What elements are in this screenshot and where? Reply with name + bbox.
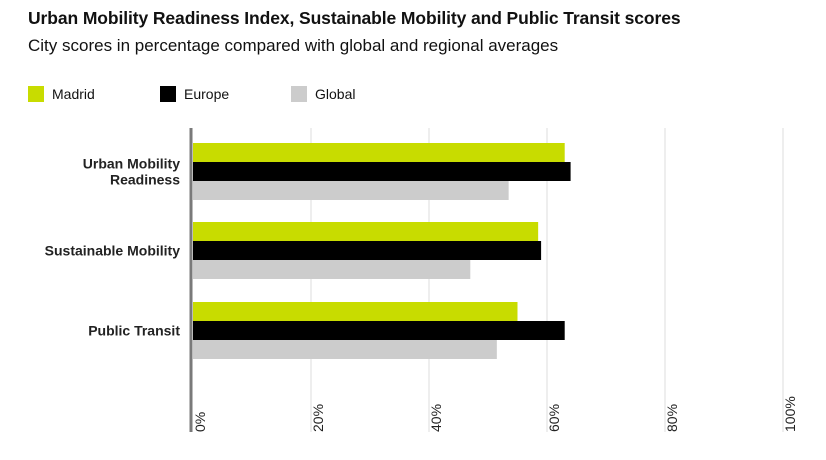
legend-label-madrid: Madrid — [52, 86, 95, 102]
legend-item-madrid: Madrid — [28, 86, 95, 102]
bar-madrid-0 — [193, 143, 565, 162]
bar-europe-1 — [193, 241, 542, 260]
legend-swatch-madrid — [28, 86, 44, 102]
bar-europe-0 — [193, 162, 571, 181]
bar-global-2 — [193, 340, 497, 359]
category-label-0: Urban Mobility Readiness — [83, 156, 180, 188]
bar-madrid-1 — [193, 222, 539, 241]
bar-europe-2 — [193, 321, 565, 340]
x-tick-label-20: 20% — [310, 404, 326, 432]
x-tick-label-0: 0% — [192, 412, 208, 432]
category-labels: Urban Mobility Readiness Sustainable Mobil… — [45, 156, 181, 339]
bar-global-1 — [193, 260, 471, 279]
legend-swatch-europe — [160, 86, 176, 102]
legend-item-europe: Europe — [160, 86, 229, 102]
bar-madrid-2 — [193, 302, 518, 321]
x-tick-labels: 0% 20% 40% 60% 80% 100% — [192, 396, 798, 432]
category-label-line: Readiness — [110, 172, 180, 188]
bars — [193, 143, 571, 359]
bar-global-0 — [193, 181, 509, 200]
x-tick-label-60: 60% — [546, 404, 562, 432]
legend-label-europe: Europe — [184, 86, 230, 102]
category-label-line: Sustainable Mobility — [45, 243, 181, 259]
category-label-1: Sustainable Mobility — [45, 243, 181, 259]
category-label-line: Urban Mobility — [83, 156, 180, 172]
chart-subtitle: City scores in percentage compared with … — [28, 36, 559, 55]
category-label-line: Public Transit — [88, 323, 180, 339]
legend-label-global: Global — [315, 86, 356, 102]
chart-title: Urban Mobility Readiness Index, Sustaina… — [28, 8, 681, 28]
category-label-2: Public Transit — [88, 323, 180, 339]
legend-item-global: Global — [291, 86, 355, 102]
x-tick-label-80: 80% — [664, 404, 680, 432]
legend-swatch-global — [291, 86, 307, 102]
x-tick-label-100: 100% — [782, 396, 798, 432]
x-tick-label-40: 40% — [428, 404, 444, 432]
